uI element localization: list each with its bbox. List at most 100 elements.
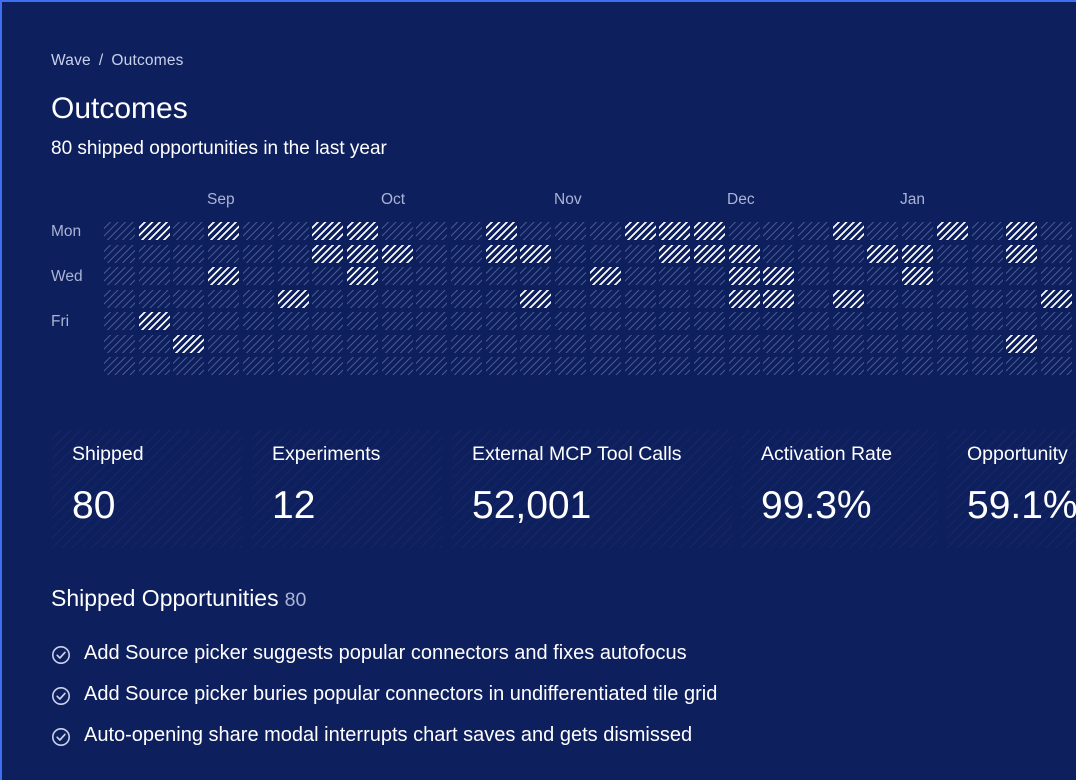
heatmap-cell <box>693 334 725 353</box>
heatmap-cell <box>936 267 968 285</box>
heatmap-cell <box>104 334 135 353</box>
heatmap-cell <box>138 334 170 353</box>
heatmap-cell <box>589 312 621 330</box>
heatmap-cell <box>451 289 482 308</box>
heatmap-cell <box>104 289 135 308</box>
heatmap-cell <box>138 357 170 375</box>
heatmap-cell <box>659 312 691 330</box>
heatmap-cell <box>798 357 829 375</box>
heatmap-cell <box>867 357 899 375</box>
heatmap-cell <box>936 334 968 353</box>
heatmap-cell <box>485 267 517 285</box>
heatmap-cell <box>936 244 968 263</box>
heatmap-cell <box>555 357 587 375</box>
heatmap-cell <box>693 357 725 375</box>
heatmap-cell <box>208 312 240 330</box>
heatmap-cell <box>693 312 725 330</box>
heatmap-cell-active <box>728 289 760 308</box>
stat-card-activation-rate: Activation Rate 99.3% <box>741 430 937 548</box>
heatmap-cell-active <box>902 244 934 263</box>
heatmap-cell-active <box>1040 289 1072 308</box>
section-title: Shipped Opportunities <box>51 585 279 611</box>
heatmap-cell <box>1006 267 1038 285</box>
heatmap-cell <box>798 244 829 263</box>
heatmap-cell <box>277 357 309 375</box>
heatmap-cell <box>832 334 864 353</box>
heatmap-cell <box>1040 357 1072 375</box>
heatmap-cell <box>867 289 899 308</box>
heatmap-cell <box>173 312 205 330</box>
heatmap-cell <box>624 312 656 330</box>
heatmap-cell <box>416 222 448 240</box>
heatmap-cell <box>659 267 691 285</box>
heatmap-cell <box>104 357 135 375</box>
breadcrumb-root-link[interactable]: Wave <box>51 52 91 69</box>
heatmap-cell-active <box>346 222 378 240</box>
heatmap-cell <box>381 357 413 375</box>
month-label-oct: Oct <box>381 191 406 208</box>
heatmap-cell <box>693 289 725 308</box>
heatmap-cell <box>555 312 587 330</box>
heatmap-cell <box>798 289 829 308</box>
heatmap-cell <box>971 312 1003 330</box>
heatmap-cell <box>277 312 309 330</box>
heatmap-cell-active <box>485 222 517 240</box>
heatmap-cell <box>520 357 552 375</box>
heatmap-cell-active <box>208 267 240 285</box>
heatmap-cell-active <box>589 267 621 285</box>
heatmap-cell-active <box>1006 334 1038 353</box>
heatmap-cell <box>1040 334 1072 353</box>
heatmap-cell <box>867 312 899 330</box>
stat-label: Opportunity <box>967 443 1068 465</box>
heatmap-cell <box>520 334 552 353</box>
heatmap-cell <box>346 357 378 375</box>
check-circle-icon <box>52 687 70 705</box>
heatmap-cell <box>798 334 829 353</box>
stat-card-experiments: Experiments 12 <box>252 430 442 548</box>
heatmap-cell-active <box>346 244 378 263</box>
heatmap-cell <box>728 334 760 353</box>
heatmap-cell <box>242 334 274 353</box>
heatmap-cell-active <box>624 222 656 240</box>
breadcrumb: Wave / Outcomes <box>51 52 184 70</box>
heatmap-cell <box>1006 312 1038 330</box>
heatmap-cell <box>589 334 621 353</box>
heatmap-cell <box>277 222 309 240</box>
heatmap-cell <box>1006 289 1038 308</box>
month-label-sep: Sep <box>207 191 235 208</box>
list-item[interactable]: Add Source picker buries popular connect… <box>51 683 717 724</box>
heatmap-cell <box>485 312 517 330</box>
heatmap-cell <box>381 289 413 308</box>
stat-label: Activation Rate <box>761 443 893 465</box>
stat-value: 12 <box>272 484 316 527</box>
heatmap-cell <box>520 312 552 330</box>
heatmap-cell-active <box>138 312 170 330</box>
heatmap-cell <box>555 222 587 240</box>
heatmap-cell <box>936 312 968 330</box>
heatmap-cell <box>138 267 170 285</box>
stats-row: Shipped 80 Experiments 12 External MCP T… <box>2 422 1076 552</box>
heatmap-cell <box>902 289 934 308</box>
stat-card-mcp-tool-calls: External MCP Tool Calls 52,001 <box>452 430 732 548</box>
stat-value: 52,001 <box>472 484 592 527</box>
heatmap-cell <box>242 222 274 240</box>
list-item[interactable]: Add Source picker suggests popular conne… <box>51 642 717 683</box>
heatmap-cell-active <box>520 244 552 263</box>
heatmap-cell <box>659 289 691 308</box>
heatmap-cell <box>312 334 344 353</box>
page-subtitle: 80 shipped opportunities in the last yea… <box>51 138 387 159</box>
heatmap-cell <box>624 357 656 375</box>
heatmap-cell-active <box>138 222 170 240</box>
list-item[interactable]: Auto-opening share modal interrupts char… <box>51 724 717 765</box>
heatmap-cell-active <box>208 222 240 240</box>
heatmap-cell <box>589 357 621 375</box>
heatmap-cell <box>1040 244 1072 263</box>
heatmap-cell-active <box>312 222 344 240</box>
shipped-opportunities-heading: Shipped Opportunities 80 <box>51 585 306 612</box>
heatmap-cell <box>1040 312 1072 330</box>
heatmap-cell <box>416 357 448 375</box>
stat-value: 59.1% <box>967 484 1076 527</box>
heatmap-cell <box>589 244 621 263</box>
heatmap-cell <box>763 222 795 240</box>
